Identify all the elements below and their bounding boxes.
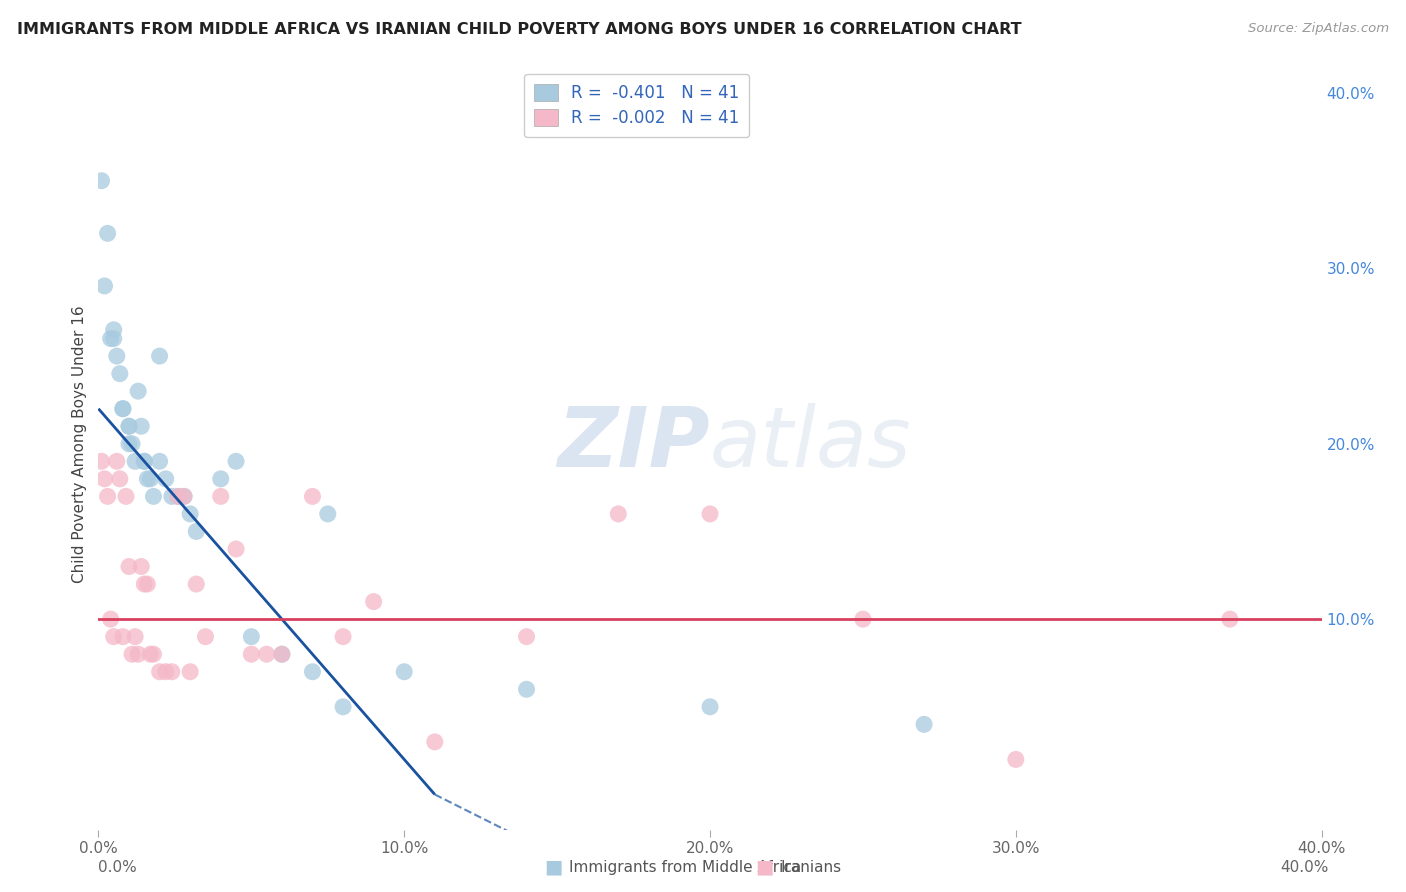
Point [111, 401, 134, 416]
Legend: R =  -0.401   N = 41, R =  -0.002   N = 41: R = -0.401 N = 41, R = -0.002 N = 41 [524, 74, 749, 137]
Point [316, 507, 339, 521]
Point [912, 717, 935, 731]
Point [93, 279, 115, 293]
Point [124, 454, 146, 468]
Point [1004, 752, 1026, 766]
Text: Immigrants from Middle Africa: Immigrants from Middle Africa [569, 860, 801, 874]
Point [363, 594, 385, 608]
Point [240, 647, 263, 661]
Point [103, 630, 125, 644]
Point [173, 489, 195, 503]
Point [256, 647, 278, 661]
Point [111, 630, 134, 644]
Point [149, 349, 172, 363]
Point [179, 507, 201, 521]
Point [301, 489, 323, 503]
Point [225, 541, 247, 556]
Point [270, 647, 294, 661]
Point [607, 507, 630, 521]
Point [155, 472, 177, 486]
Point [100, 612, 122, 626]
Point [155, 665, 177, 679]
Point [392, 665, 416, 679]
Point [209, 472, 232, 486]
Text: Iranians: Iranians [780, 860, 841, 874]
Point [127, 384, 149, 399]
Point [209, 489, 232, 503]
Text: ■: ■ [544, 857, 562, 877]
Point [129, 419, 152, 434]
Point [139, 472, 162, 486]
Point [423, 735, 446, 749]
Point [852, 612, 875, 626]
Point [699, 507, 721, 521]
Point [516, 682, 538, 697]
Point [160, 665, 183, 679]
Point [186, 524, 208, 539]
Point [118, 559, 141, 574]
Point [699, 699, 721, 714]
Point [118, 419, 141, 434]
Point [90, 454, 112, 468]
Point [270, 647, 294, 661]
Point [111, 401, 134, 416]
Point [97, 489, 120, 503]
Point [105, 349, 128, 363]
Point [115, 489, 138, 503]
Point [160, 489, 183, 503]
Text: atlas: atlas [710, 403, 911, 484]
Point [124, 630, 146, 644]
Point [121, 647, 143, 661]
Text: 0.0%: 0.0% [98, 860, 138, 874]
Point [142, 647, 165, 661]
Point [167, 489, 190, 503]
Text: 40.0%: 40.0% [1281, 860, 1329, 874]
Point [121, 436, 143, 450]
Point [108, 367, 131, 381]
Point [225, 454, 247, 468]
Point [127, 647, 149, 661]
Point [136, 472, 159, 486]
Text: ■: ■ [755, 857, 773, 877]
Point [332, 699, 354, 714]
Point [118, 436, 141, 450]
Text: ZIP: ZIP [557, 403, 710, 484]
Point [97, 227, 120, 241]
Point [118, 419, 141, 434]
Point [103, 323, 125, 337]
Y-axis label: Child Poverty Among Boys Under 16: Child Poverty Among Boys Under 16 [72, 305, 87, 582]
Point [136, 577, 159, 591]
Point [516, 630, 538, 644]
Point [139, 647, 162, 661]
Point [332, 630, 354, 644]
Point [134, 454, 156, 468]
Point [134, 454, 156, 468]
Point [129, 559, 152, 574]
Point [149, 665, 172, 679]
Point [149, 454, 172, 468]
Point [186, 577, 208, 591]
Point [194, 630, 217, 644]
Point [105, 454, 128, 468]
Point [134, 577, 156, 591]
Point [142, 489, 165, 503]
Point [103, 332, 125, 346]
Point [240, 630, 263, 644]
Point [93, 472, 115, 486]
Text: IMMIGRANTS FROM MIDDLE AFRICA VS IRANIAN CHILD POVERTY AMONG BOYS UNDER 16 CORRE: IMMIGRANTS FROM MIDDLE AFRICA VS IRANIAN… [17, 22, 1022, 37]
Point [100, 332, 122, 346]
Text: Source: ZipAtlas.com: Source: ZipAtlas.com [1249, 22, 1389, 36]
Point [301, 665, 323, 679]
Point [167, 489, 190, 503]
Point [173, 489, 195, 503]
Point [179, 665, 201, 679]
Point [90, 174, 112, 188]
Point [108, 472, 131, 486]
Point [1219, 612, 1241, 626]
